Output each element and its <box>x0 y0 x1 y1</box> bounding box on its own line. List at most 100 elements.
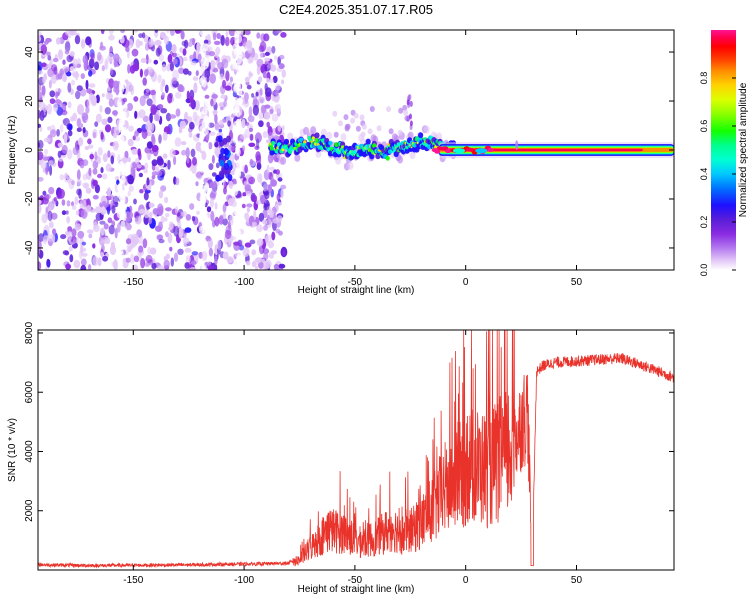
spectrogram-cell <box>175 30 182 34</box>
spectrogram-cell <box>68 246 73 252</box>
spectrogram-cell <box>66 54 73 63</box>
spectrogram-cell <box>135 38 141 49</box>
spectrogram-cell <box>130 166 136 177</box>
colorbar-tick-label: 0.0 <box>699 264 709 277</box>
spectrogram-cell <box>201 230 207 239</box>
spectrogram-cell <box>280 188 284 199</box>
spectrogram-cell <box>120 220 126 229</box>
spectrogram-cell <box>126 244 133 251</box>
spectrogram-cell <box>310 126 317 135</box>
spectrogram-cell <box>133 30 139 33</box>
spectrogram-cell <box>121 213 127 222</box>
spectrogram-cell <box>175 108 181 117</box>
spectrogram-cell <box>248 142 256 147</box>
spectrogram-cell <box>80 258 87 267</box>
spectrogram-cell <box>409 120 413 127</box>
spectrogram-cell <box>287 132 294 141</box>
spectrogram-cell <box>228 144 235 152</box>
spectrogram-cell <box>436 132 443 141</box>
spectrogram-cell <box>127 138 134 147</box>
spectrogram-cell <box>104 58 108 70</box>
spectrogram-cell <box>206 206 212 213</box>
spectrogram-cell <box>160 81 164 93</box>
spectrogram-cell <box>311 136 315 140</box>
spectrogram-cell <box>275 169 281 175</box>
spectrogram-cell <box>86 229 94 234</box>
spectrogram-xtick-label: 0 <box>463 277 469 288</box>
spectrogram-cell <box>108 224 115 235</box>
spectrogram-cell <box>116 179 120 186</box>
spectrogram-ytick-label: 0 <box>24 147 35 153</box>
spectrogram-cell <box>71 70 77 76</box>
spectrogram-cell <box>158 134 162 144</box>
spectrogram-cell <box>59 68 64 76</box>
spectrogram-cell <box>189 121 195 130</box>
spectrogram-cell <box>97 257 102 267</box>
spectrogram-cell <box>92 160 99 170</box>
spectrogram-cell <box>229 214 234 226</box>
spectrogram-cell <box>338 120 343 127</box>
spectrogram-cell <box>77 104 84 115</box>
spectrogram-cell <box>204 30 209 36</box>
spectrogram-cell <box>278 54 285 60</box>
spectrogram-cell <box>43 40 49 45</box>
spectrogram-cell <box>173 252 179 262</box>
spectrogram-cell <box>149 149 154 155</box>
spectrogram-cell <box>67 230 72 242</box>
spectrogram-cell <box>409 100 413 107</box>
spectrogram-cell <box>88 233 93 239</box>
spectrogram-cell <box>134 130 139 137</box>
spectrogram-cell <box>158 53 164 62</box>
spectrogram-cell <box>217 62 225 70</box>
spectrogram-cell <box>192 37 195 46</box>
spectrogram-cell <box>207 236 212 242</box>
spectrogram-cell <box>173 225 180 237</box>
spectrogram-cell <box>258 112 264 120</box>
spectrogram-cell <box>234 35 240 44</box>
spectrogram-cell <box>211 172 217 177</box>
spectrogram-cell <box>214 113 218 124</box>
spectrogram-cell <box>149 112 153 124</box>
spectrogram-cell <box>220 94 227 99</box>
spectrogram-cell <box>157 74 162 84</box>
spectrogram-cell <box>140 57 147 64</box>
spectrogram-cell <box>236 159 241 168</box>
spectrogram-cell <box>264 87 272 97</box>
spectrogram-cell <box>241 145 246 152</box>
spectrogram-cell <box>217 135 223 143</box>
spectrogram-cell <box>255 257 263 263</box>
spectrogram-cell <box>265 234 272 244</box>
spectrogram-cell <box>224 181 228 189</box>
spectrogram-cell <box>119 66 125 74</box>
spectrogram-cell <box>182 237 190 245</box>
spectrogram-cell <box>128 211 133 219</box>
spectrogram-cell <box>158 190 164 199</box>
spectrogram-cell <box>273 263 279 270</box>
spectrogram-cell <box>204 223 209 232</box>
spectrogram-cell <box>208 51 216 57</box>
spectrogram-cell <box>232 161 236 173</box>
spectrogram-cell <box>236 170 241 179</box>
spectrogram-ytick-label: 20 <box>24 95 35 107</box>
spectrogram-cell <box>112 110 118 116</box>
spectrogram-cell <box>157 265 165 270</box>
spectrogram-cell <box>101 65 106 72</box>
spectrogram-cell <box>169 114 177 119</box>
spectrogram-cell <box>59 174 65 181</box>
spectrogram-cell <box>157 104 163 109</box>
snr-ytick-label: 4000 <box>24 440 35 463</box>
spectrogram-cell <box>217 239 222 250</box>
spectrogram-cell <box>79 160 85 169</box>
spectrogram-cell <box>222 79 226 89</box>
spectrogram-cell <box>211 154 215 164</box>
spectrogram-cell <box>334 142 339 148</box>
spectrogram-cell <box>256 238 264 247</box>
spectrogram-cell <box>119 145 125 154</box>
spectrogram-cell <box>269 78 274 84</box>
spectrogram-cell <box>66 200 71 207</box>
spectrogram-cell <box>131 148 138 155</box>
spectrogram-cell <box>141 128 148 140</box>
spectrogram-cell <box>116 222 121 233</box>
spectrogram-cell <box>38 176 44 182</box>
spectrogram-cell <box>118 160 124 169</box>
